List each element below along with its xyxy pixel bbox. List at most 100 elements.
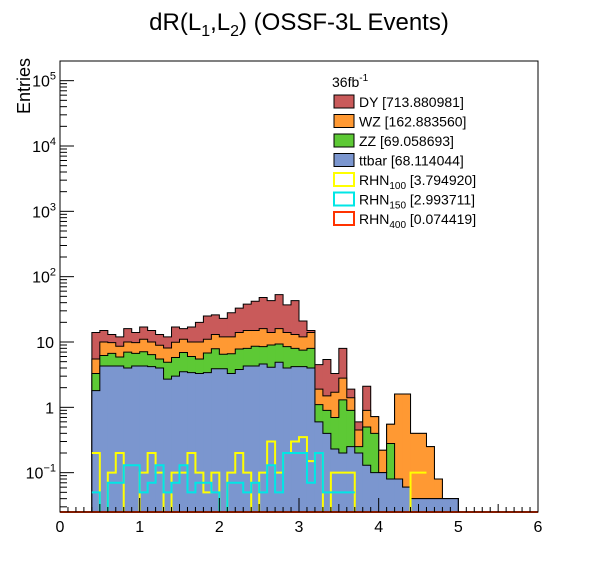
y-axis-label: Entries bbox=[14, 58, 34, 114]
bar-ttbar bbox=[386, 479, 395, 512]
title-end: ) (OSSF-3L Events) bbox=[239, 9, 449, 36]
legend-swatch-RHN400 bbox=[333, 211, 355, 226]
legend-label-WZ: WZ [162.883560] bbox=[359, 114, 466, 130]
chart-title: dR(L1,L2) (OSSF-3L Events) bbox=[149, 9, 449, 40]
bar-ttbar bbox=[450, 498, 459, 512]
bar-ttbar bbox=[123, 368, 133, 512]
bar-ttbar bbox=[275, 362, 284, 512]
x-tick-label: 5 bbox=[454, 519, 463, 536]
legend-label-RHN100: RHN100 [3.794920] bbox=[359, 172, 476, 192]
title-sub-2: 2 bbox=[230, 23, 239, 40]
lumi-label: 36fb-1 bbox=[332, 73, 369, 90]
bar-ZZ bbox=[386, 443, 395, 512]
bar-ttbar bbox=[394, 479, 403, 512]
x-tick-label: 3 bbox=[295, 519, 304, 536]
bar-ttbar bbox=[203, 372, 212, 512]
legend-item-RHN400: RHN400 [0.074419] bbox=[333, 211, 476, 231]
x-tick-label: 1 bbox=[135, 519, 144, 536]
bar-ttbar bbox=[99, 365, 109, 512]
legend-item-RHN100: RHN100 [3.794920] bbox=[333, 172, 476, 192]
legend-item-RHN150: RHN150 [2.993711] bbox=[333, 191, 475, 212]
bar-ttbar bbox=[211, 368, 220, 512]
bar-ttbar bbox=[402, 487, 411, 512]
bar-ttbar bbox=[306, 368, 316, 512]
y-tick-label: 105 bbox=[32, 71, 56, 91]
legend-label-ttbar: ttbar [68.114044] bbox=[359, 153, 464, 169]
title-main: dR(L bbox=[149, 9, 201, 36]
bar-ttbar bbox=[283, 368, 292, 512]
bar-ttbar bbox=[155, 368, 164, 512]
stack-ttbar bbox=[91, 361, 459, 512]
legend-item-WZ: WZ [162.883560] bbox=[333, 114, 466, 130]
x-tick-label: 2 bbox=[215, 519, 224, 536]
bar-ttbar bbox=[442, 498, 451, 512]
y-tick-label: 103 bbox=[32, 201, 56, 221]
outline-ttbar bbox=[91, 361, 459, 512]
bar-ttbar bbox=[227, 373, 236, 512]
bar-ttbar bbox=[267, 367, 276, 512]
title-mid: ,L bbox=[210, 9, 230, 36]
bar-ttbar bbox=[291, 366, 300, 512]
bar-ttbar bbox=[330, 449, 340, 512]
bar-ttbar bbox=[131, 365, 141, 512]
legend-swatch-ZZ bbox=[333, 133, 355, 148]
bar-ttbar bbox=[322, 433, 332, 512]
bar-ttbar bbox=[243, 365, 252, 512]
bar-ttbar bbox=[115, 365, 125, 512]
y-tick-label: 10−1 bbox=[26, 463, 56, 483]
title-sub-1: 1 bbox=[201, 23, 210, 40]
bar-ttbar bbox=[346, 446, 356, 512]
bar-ttbar bbox=[370, 472, 380, 512]
x-tick-label: 0 bbox=[56, 519, 65, 536]
legend-swatch-RHN150 bbox=[333, 191, 355, 207]
legend-swatch-DY bbox=[333, 94, 355, 109]
x-tick-label: 4 bbox=[374, 519, 383, 536]
y-tick-label: 10 bbox=[36, 335, 54, 352]
bar-ttbar bbox=[219, 368, 228, 512]
bar-ttbar bbox=[195, 373, 204, 512]
bar-ttbar bbox=[107, 365, 117, 512]
bar-ttbar bbox=[426, 498, 435, 512]
bar-ttbar bbox=[434, 498, 443, 512]
bar-ttbar bbox=[139, 365, 149, 512]
y-tick-label: 1 bbox=[45, 400, 54, 417]
legend-label-RHN400: RHN400 [0.074419] bbox=[359, 211, 476, 231]
legend: 36fb-1 DY [713.880981] WZ [162.883560] ZZ … bbox=[332, 73, 476, 231]
x-tick-label: 6 bbox=[534, 519, 543, 536]
y-tick-label: 102 bbox=[32, 267, 56, 287]
y-tick-label: 104 bbox=[32, 136, 56, 156]
bar-ttbar bbox=[299, 366, 308, 512]
bar-ttbar bbox=[147, 366, 156, 512]
axes: 0 1 2 3 4 5 6 10−1 1 10 102 103 104 105 bbox=[26, 60, 543, 536]
bar-WZ bbox=[394, 394, 403, 512]
legend-swatch-ttbar bbox=[333, 153, 355, 167]
bar-ttbar bbox=[314, 421, 324, 512]
bar-ttbar bbox=[259, 364, 268, 512]
bar-WZ bbox=[402, 394, 411, 512]
bar-WZ bbox=[434, 479, 443, 512]
bar-ttbar bbox=[163, 379, 172, 512]
bar-ttbar bbox=[91, 390, 101, 512]
bar-ttbar bbox=[187, 372, 196, 512]
legend-swatch-WZ bbox=[333, 114, 355, 128]
legend-label-DY: DY [713.880981] bbox=[359, 94, 464, 110]
bar-ttbar bbox=[171, 376, 180, 512]
legend-swatch-RHN100 bbox=[333, 172, 355, 187]
bar-ttbar bbox=[378, 472, 388, 512]
bar-WZ bbox=[426, 446, 435, 512]
bar-ttbar bbox=[362, 465, 372, 512]
bar-ttbar bbox=[338, 453, 348, 512]
svg-text:dR(L1,L2) (OSSF-3L Events): dR(L1,L2) (OSSF-3L Events) bbox=[149, 9, 449, 40]
legend-item-DY: DY [713.880981] bbox=[333, 94, 464, 110]
outline-WZ bbox=[91, 328, 459, 512]
legend-label-RHN150: RHN150 [2.993711] bbox=[359, 192, 475, 212]
bar-ttbar bbox=[235, 369, 244, 512]
plot-area bbox=[60, 61, 538, 513]
bar-ttbar bbox=[410, 498, 419, 512]
bar-ttbar bbox=[251, 365, 260, 512]
bar-ttbar bbox=[418, 498, 427, 512]
bar-ttbar bbox=[354, 453, 364, 512]
legend-label-ZZ: ZZ [69.058693] bbox=[359, 133, 454, 149]
